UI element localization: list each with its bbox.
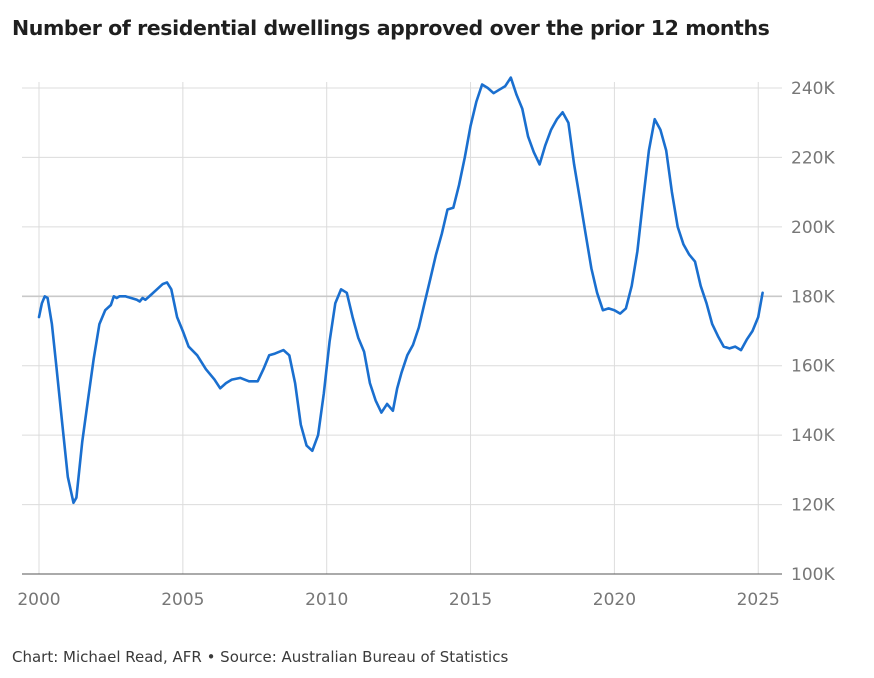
x-tick-label: 2010 [305, 590, 348, 610]
x-tick-label: 2020 [593, 590, 636, 610]
y-tick-label: 140K [791, 426, 835, 446]
x-tick-label: 2025 [737, 590, 780, 610]
y-tick-label: 120K [791, 496, 835, 516]
x-tick-label: 2015 [449, 590, 492, 610]
y-tick-label: 220K [791, 148, 835, 168]
y-tick-label: 180K [791, 287, 835, 307]
y-tick-label: 200K [791, 218, 835, 238]
y-tick-label: 160K [791, 357, 835, 377]
x-tick-label: 2000 [17, 590, 60, 610]
x-tick-label: 2005 [161, 590, 204, 610]
line-chart: 100K 120K 140K 160K 180K 200K 220K 240K 2000 2005… [17, 76, 835, 610]
y-tick-label: 100K [791, 565, 835, 585]
series-line [37, 76, 764, 505]
y-tick-label: 240K [791, 79, 835, 99]
chart-source-credit: Chart: Michael Read, AFR • Source: Austr… [12, 648, 509, 666]
chart-title: Number of residential dwellings approved… [12, 16, 770, 40]
